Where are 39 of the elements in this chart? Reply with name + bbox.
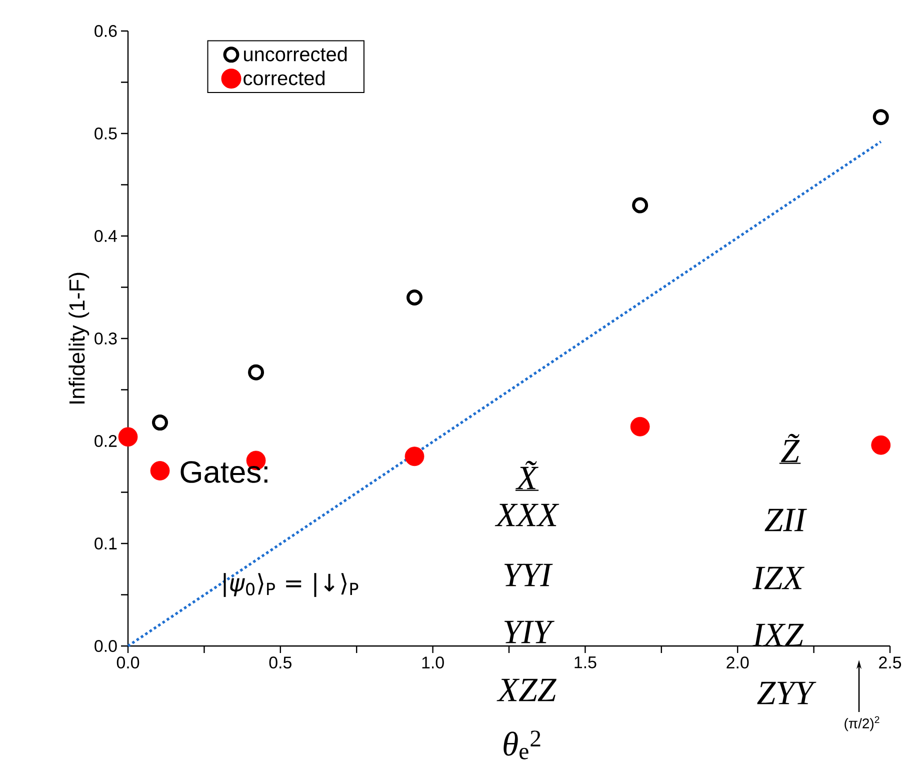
point — [404, 446, 424, 466]
point — [872, 109, 889, 126]
point — [150, 461, 170, 480]
annotation: XXX — [494, 504, 560, 526]
legend-label: uncorrected — [244, 46, 347, 62]
point — [632, 197, 648, 214]
y-tick-label: 0.1 — [94, 538, 117, 550]
point — [248, 364, 264, 380]
point — [118, 427, 138, 447]
annotation: Gates: — [180, 461, 268, 483]
x-tick-label: 2.0 — [726, 656, 749, 669]
annotation: Z̃ — [780, 434, 800, 462]
x-tick-label: 2.5 — [879, 656, 902, 669]
x-tick-label: 0.5 — [269, 656, 292, 669]
y-axis-title: Infidelity (1-F) — [68, 272, 90, 404]
x-tick-label: 1.0 — [422, 656, 444, 669]
x-tick-label: 1.5 — [574, 656, 596, 668]
y-tick-label: 0.4 — [94, 230, 117, 242]
annotation: ZII — [764, 508, 808, 532]
legend-label: corrected — [244, 70, 325, 86]
text: (π/2)$^{2}$ — [844, 716, 880, 732]
y-tick-label: 0.3 — [94, 332, 117, 344]
annotation: YYI — [504, 564, 553, 586]
point — [871, 435, 891, 455]
point — [152, 414, 168, 431]
point — [630, 416, 650, 436]
annotation: |ψ$_{0}$⟩$_{P}$ = |↓⟩$_{P}$ — [224, 573, 358, 597]
y-tick-label: 0.5 — [94, 127, 117, 140]
annotation: YIY — [504, 620, 554, 644]
x-tick-label: 0.0 — [116, 656, 140, 669]
annotation: IZX — [752, 566, 804, 590]
y-tick-label: 0.2 — [94, 435, 117, 447]
text: ZYY — [757, 682, 816, 704]
y-tick-label: 0.6 — [94, 24, 117, 37]
annotation: X̃ — [516, 460, 538, 490]
x-axis-title: θ$_{e}$$^{2}$ — [504, 730, 540, 760]
point — [406, 289, 423, 306]
y-tick-label: 0.0 — [94, 640, 117, 652]
text: XZZ — [496, 678, 556, 702]
